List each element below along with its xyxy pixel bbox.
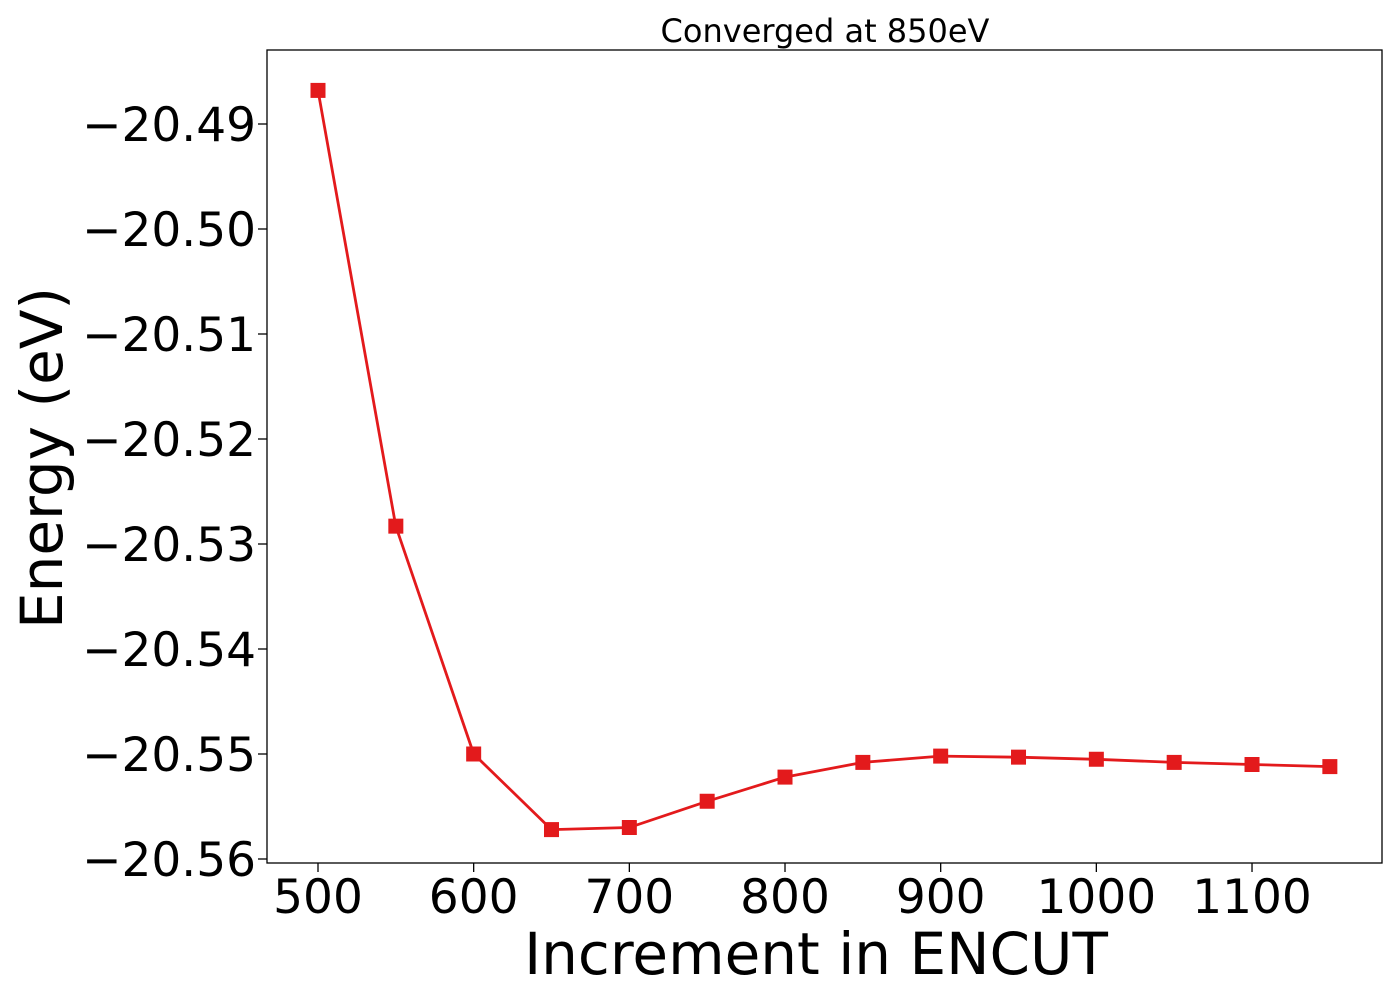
y-tick-label: −20.51	[82, 308, 256, 363]
x-tick-label: 800	[740, 870, 830, 925]
y-tick-label: −20.54	[82, 623, 256, 678]
data-point-marker	[777, 769, 793, 785]
x-axis-title: Increment in ENCUT	[524, 920, 1108, 988]
x-tick-label: 700	[584, 870, 674, 925]
x-tick-label: 1000	[1037, 870, 1157, 925]
series-line	[316, 90, 1330, 831]
data-point-marker	[466, 746, 482, 762]
x-tick-label: 900	[896, 870, 986, 925]
x-tick-label: 1100	[1192, 870, 1312, 925]
y-axis: −20.49 −20.50 −20.51 −20.52 −20.53 −20.54 −20.…	[82, 98, 267, 888]
data-point-marker	[1011, 749, 1027, 765]
data-point-marker	[699, 793, 715, 809]
data-point-marker	[933, 748, 949, 764]
chart-title: Converged at 850eV	[661, 12, 990, 50]
data-point-marker	[1322, 759, 1338, 775]
data-point-marker	[544, 822, 560, 838]
data-point-marker	[621, 820, 637, 835]
y-tick-label: −20.53	[82, 518, 256, 573]
series-layer	[310, 82, 1338, 838]
data-point-marker	[388, 518, 404, 534]
y-axis-title: Energy (eV)	[8, 287, 76, 629]
x-axis: 500 600 700 800 900 1000 1100	[273, 863, 1312, 925]
x-tick-label: 600	[429, 870, 519, 925]
plot-frame	[266, 49, 1383, 864]
data-point-marker	[310, 82, 326, 98]
data-point-marker	[855, 754, 871, 770]
x-tick-label: 500	[273, 870, 363, 925]
y-tick-label: −20.56	[82, 833, 256, 888]
y-tick-label: −20.50	[82, 203, 256, 258]
y-tick-label: −20.55	[82, 728, 256, 783]
y-tick-label: −20.49	[82, 98, 256, 153]
data-point-marker	[1088, 751, 1104, 767]
plot-area	[266, 49, 1383, 864]
y-tick-label: −20.52	[82, 413, 256, 468]
data-point-marker	[1166, 754, 1182, 770]
data-point-marker	[1244, 757, 1260, 772]
